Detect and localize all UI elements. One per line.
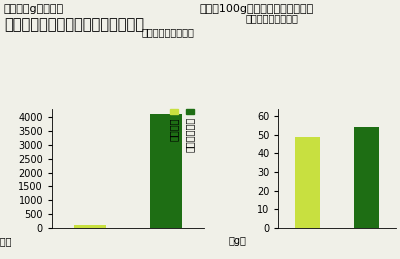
- Text: 可食部100g当たりの食物繊維成分: 可食部100g当たりの食物繊維成分: [200, 4, 314, 14]
- Text: スーパーオキシド消去活性成分比較: スーパーオキシド消去活性成分比較: [4, 17, 144, 32]
- Bar: [296, 137, 320, 228]
- Text: （日本食品成分表）: （日本食品成分表）: [245, 13, 298, 24]
- Text: 大麦若葉: 大麦若葉: [169, 117, 179, 141]
- Text: （単位）: （単位）: [0, 236, 12, 246]
- Bar: [150, 114, 182, 228]
- Text: （g）: （g）: [229, 236, 247, 246]
- Text: ハトムギ若葉: ハトムギ若葉: [185, 117, 195, 152]
- Text: （日本食品成分表）: （日本食品成分表）: [141, 27, 194, 37]
- Text: 可食部１g当たりの: 可食部１g当たりの: [4, 4, 64, 14]
- Bar: [74, 225, 106, 228]
- Bar: [354, 127, 379, 228]
